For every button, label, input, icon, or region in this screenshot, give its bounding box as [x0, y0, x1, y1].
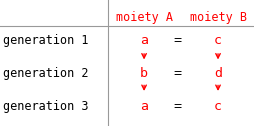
Text: moiety A: moiety A: [115, 10, 172, 24]
Text: c: c: [213, 100, 221, 113]
Text: generation 2: generation 2: [3, 67, 88, 80]
Text: a: a: [139, 34, 148, 47]
Text: b: b: [139, 67, 148, 80]
Text: c: c: [213, 34, 221, 47]
Text: moiety B: moiety B: [189, 10, 246, 24]
Text: a: a: [139, 100, 148, 113]
Text: =: =: [172, 67, 181, 80]
Text: =: =: [172, 34, 181, 47]
Text: d: d: [213, 67, 221, 80]
Text: generation 1: generation 1: [3, 34, 88, 47]
Text: generation 3: generation 3: [3, 100, 88, 113]
Text: =: =: [172, 100, 181, 113]
